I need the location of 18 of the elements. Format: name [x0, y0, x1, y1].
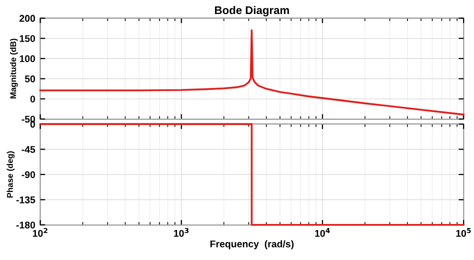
- y-tick-label: -135: [16, 196, 36, 204]
- y-tick-label: -180: [16, 222, 36, 229]
- x-tick-label: 10$^{5}$: [456, 228, 471, 237]
- y-tick-label: -90: [22, 171, 36, 178]
- y-tick-label: -50: [22, 116, 36, 123]
- y-tick-label: 200: [20, 14, 36, 22]
- chart-title: Bode Diagram: [215, 6, 289, 16]
- y-tick-label: 100: [20, 55, 36, 62]
- x-tick-label: 10$^{3}$: [174, 228, 189, 237]
- y-tick-label: 150: [20, 35, 36, 42]
- x-tick-label: 10$^{2}$: [32, 228, 48, 237]
- y-axis-title: Phase (deg): [6, 151, 15, 198]
- x-axis-title: Frequency (rad/s): [210, 240, 294, 250]
- y-tick-label: 0: [30, 96, 36, 102]
- y-tick-label: -45: [22, 146, 36, 153]
- y-tick-label: 50: [24, 75, 36, 82]
- y-axis-title: Magnitude (dB): [10, 38, 18, 98]
- x-tick-label: 10$^{4}$: [315, 228, 330, 237]
